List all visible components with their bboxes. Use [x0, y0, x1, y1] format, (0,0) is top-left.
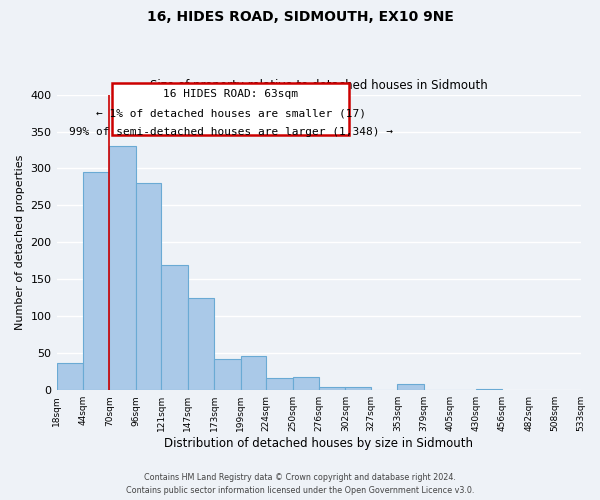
Y-axis label: Number of detached properties: Number of detached properties [15, 154, 25, 330]
Text: ← 1% of detached houses are smaller (17): ← 1% of detached houses are smaller (17) [95, 108, 365, 118]
Text: Contains HM Land Registry data © Crown copyright and database right 2024.
Contai: Contains HM Land Registry data © Crown c… [126, 474, 474, 495]
Bar [161, 264, 188, 390]
Bar [476, 388, 502, 390]
Title: Size of property relative to detached houses in Sidmouth: Size of property relative to detached ho… [149, 79, 487, 92]
Bar [397, 384, 424, 390]
Bar [214, 359, 241, 390]
Bar [241, 356, 266, 390]
Text: 99% of semi-detached houses are larger (1,348) →: 99% of semi-detached houses are larger (… [68, 127, 392, 137]
Bar [293, 377, 319, 390]
Text: 16 HIDES ROAD: 63sqm: 16 HIDES ROAD: 63sqm [163, 90, 298, 100]
Bar [319, 386, 346, 390]
Bar [56, 363, 83, 390]
Bar [266, 378, 293, 390]
FancyBboxPatch shape [112, 84, 349, 135]
Bar [109, 146, 136, 390]
Bar [346, 386, 371, 390]
Text: 16, HIDES ROAD, SIDMOUTH, EX10 9NE: 16, HIDES ROAD, SIDMOUTH, EX10 9NE [146, 10, 454, 24]
Bar [188, 298, 214, 390]
Bar [136, 184, 161, 390]
X-axis label: Distribution of detached houses by size in Sidmouth: Distribution of detached houses by size … [164, 437, 473, 450]
Bar [83, 172, 109, 390]
